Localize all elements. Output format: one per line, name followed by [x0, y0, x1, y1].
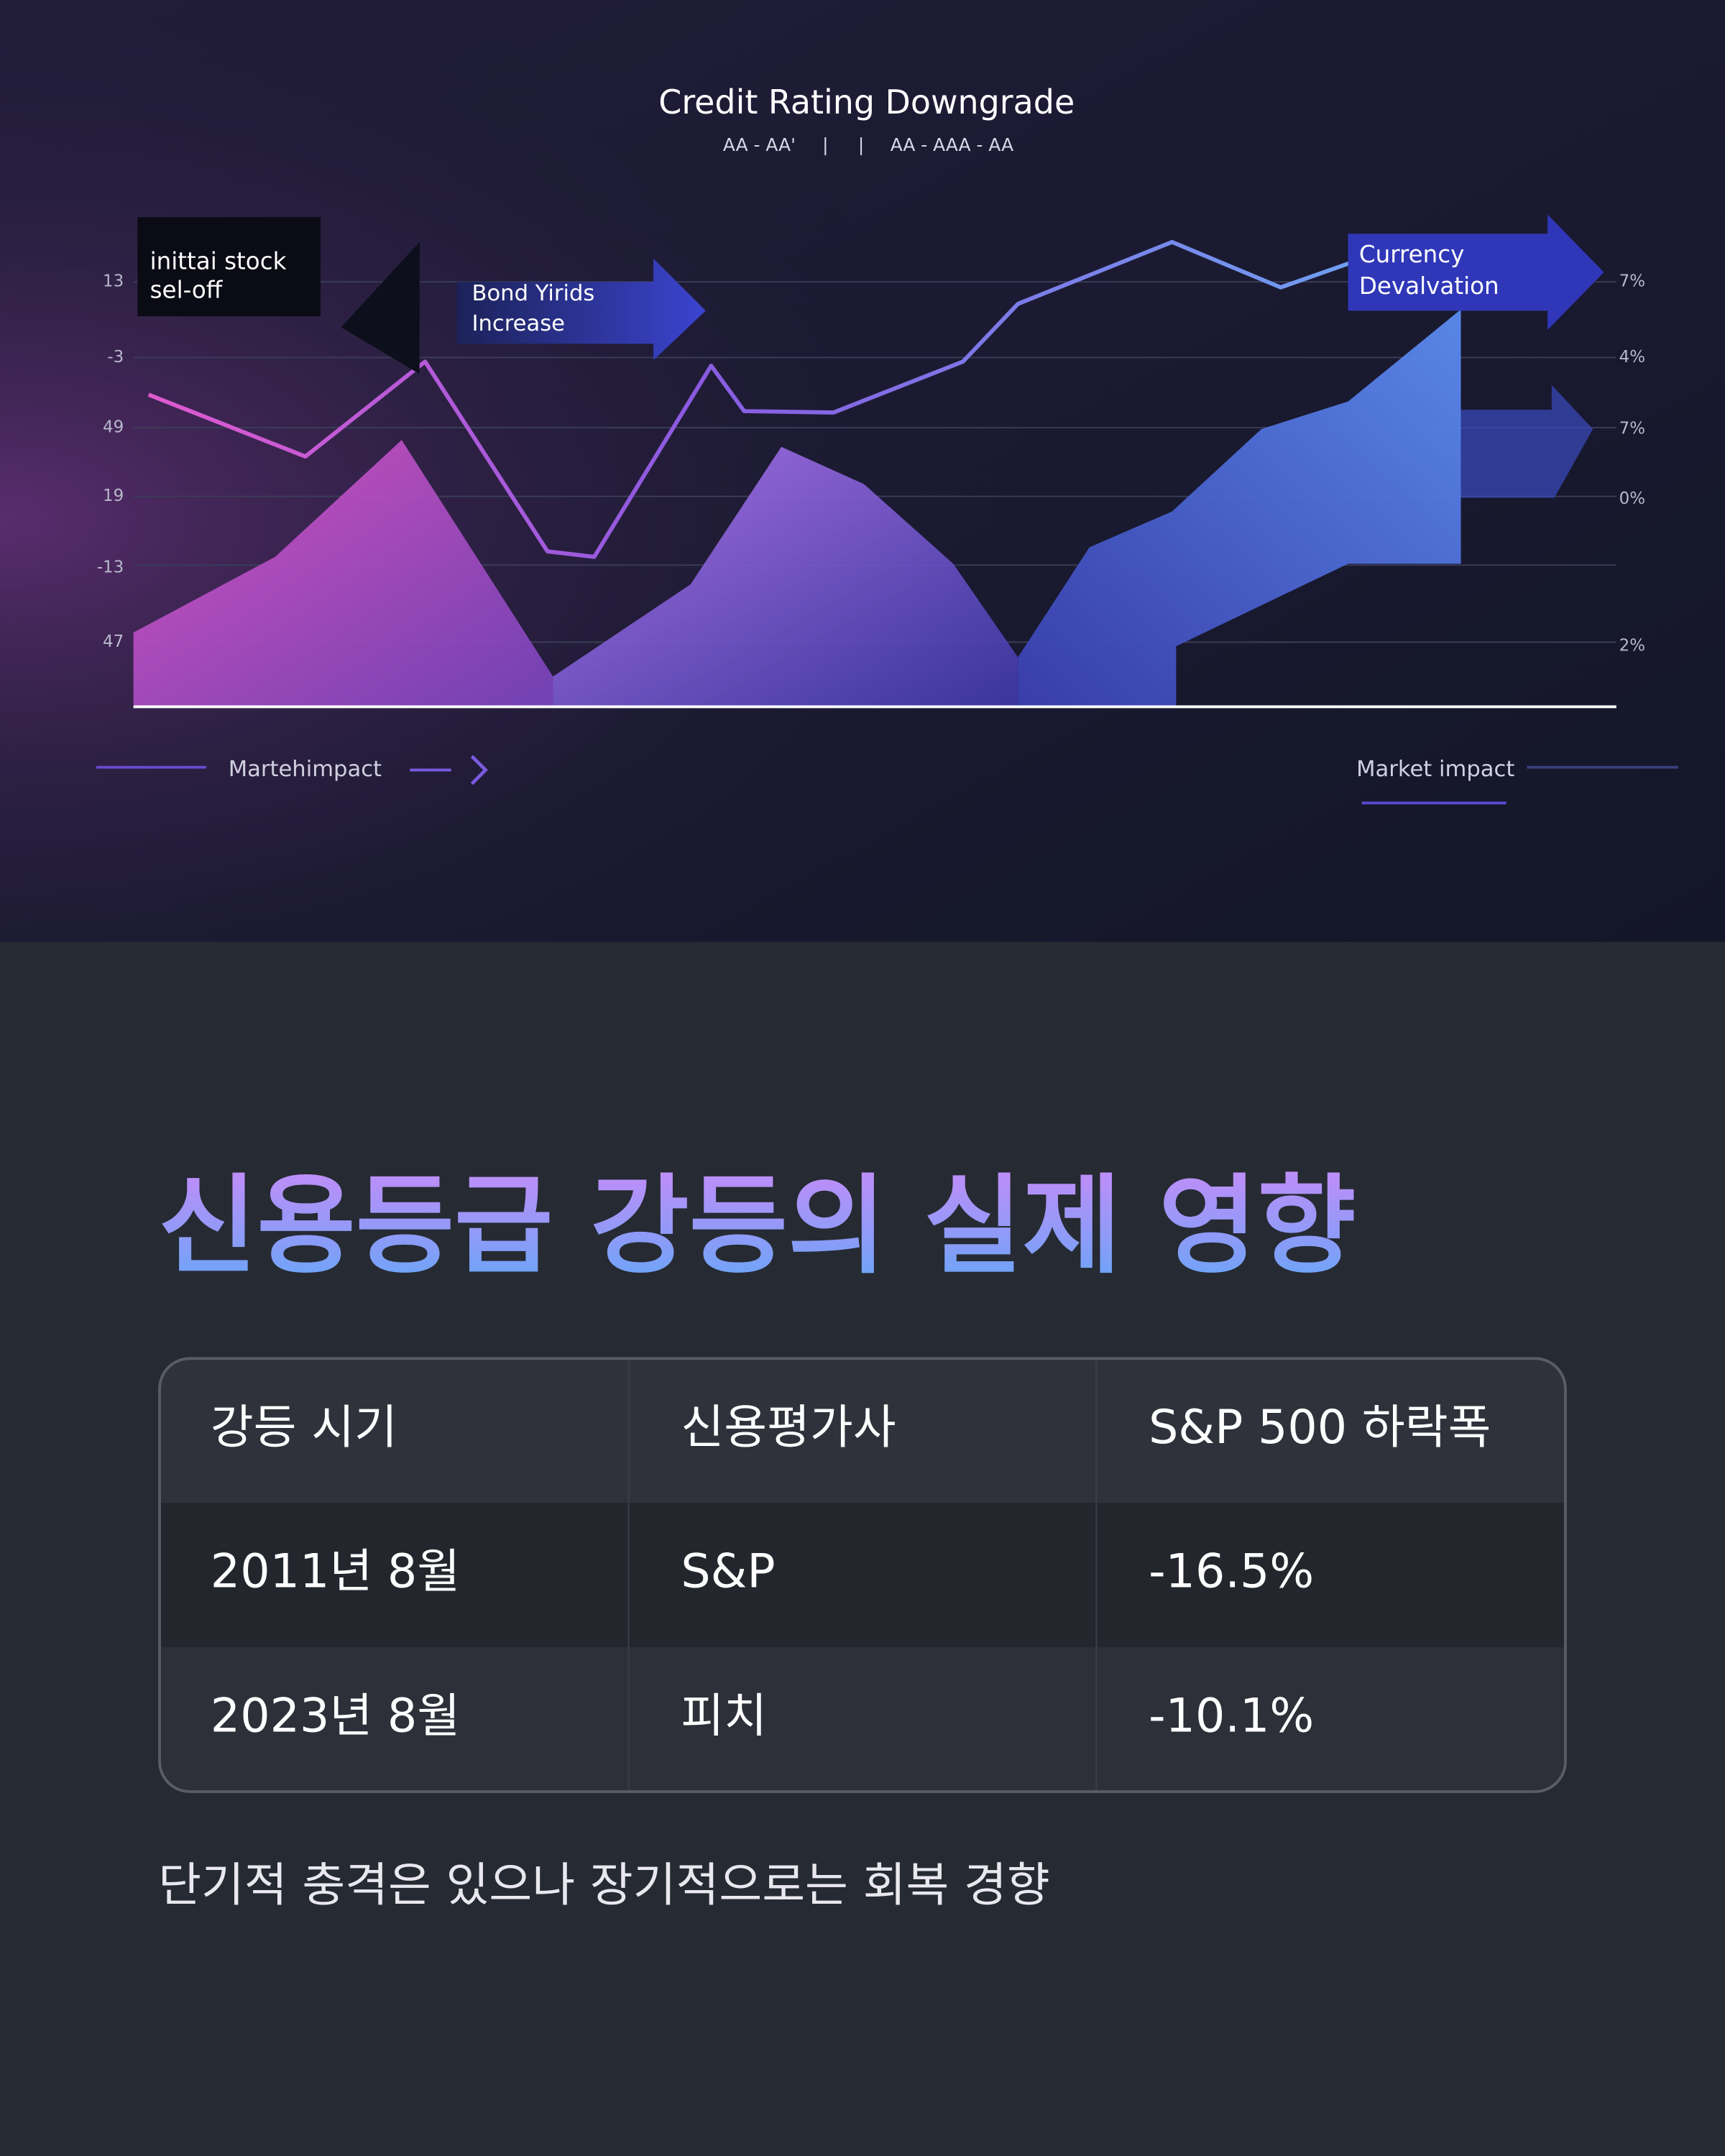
table-cell: -16.5% [1149, 1545, 1314, 1599]
area-shape [1018, 309, 1461, 707]
callout-text: sel-off [150, 277, 224, 304]
hero-illustration: Credit Rating Downgrade AA - AA' | | AA … [0, 0, 1725, 942]
table-cell: S&P [681, 1545, 775, 1599]
chevron [470, 755, 488, 786]
hero-subtitle: | [822, 134, 828, 155]
table-border [158, 1357, 1567, 1793]
arrow-shape [1348, 214, 1604, 331]
table-header-cell: 신용평가사 [681, 1401, 896, 1455]
hero-subtitle: AA - AA' [723, 134, 796, 155]
callout-text: Devalvation [1359, 272, 1499, 300]
table-cell: 피치 [681, 1690, 767, 1743]
trend-line [147, 239, 1356, 559]
callout-text: Bond Yirids [472, 281, 594, 306]
axis-label: 13 [103, 272, 124, 291]
table-header-cell: 강등 시기 [211, 1401, 397, 1455]
hero-subtitle: AA - AAA - AA [891, 134, 1013, 155]
footer-label: Market impact [1356, 757, 1514, 782]
axis-label: -13 [97, 558, 124, 577]
heading: 신용등급 강등의 실제 영향 [158, 1164, 1356, 1289]
hero-subtitle: | [858, 134, 864, 155]
axis-label: 7% [1619, 272, 1645, 291]
axis-label: 0% [1619, 489, 1645, 508]
table-row [160, 1503, 1565, 1648]
table-cell: -10.1% [1149, 1690, 1314, 1743]
axis-label: 4% [1619, 348, 1645, 367]
footnote: 단기적 충격은 있으나 장기적으로는 회복 경향 [158, 1858, 1050, 1912]
axis-label: 47 [103, 632, 124, 651]
table-row [160, 1647, 1565, 1792]
table-cell: 2011년 8월 [211, 1545, 460, 1599]
callout-text: Currency [1359, 241, 1465, 268]
table-header-cell: S&P 500 하락폭 [1149, 1401, 1491, 1455]
axis-label: 19 [103, 487, 124, 505]
callout-box [137, 217, 321, 317]
axis-label: -3 [107, 348, 124, 367]
area-shape [553, 446, 1018, 707]
area-shape [133, 440, 553, 707]
table-header-row [160, 1358, 1565, 1503]
axis-label: 49 [103, 418, 124, 437]
axis-label: 7% [1619, 419, 1645, 438]
arrow-shape [341, 241, 420, 374]
arrow-shape [456, 258, 706, 361]
footer-label: Martehimpact [229, 757, 382, 782]
table [160, 1358, 1565, 1792]
table-cell: 2023년 8월 [211, 1690, 460, 1743]
callout-text: inittai stock [150, 247, 287, 275]
axis-label: 2% [1619, 637, 1645, 655]
arrow-shape [1460, 384, 1593, 498]
hero-title: Credit Rating Downgrade [658, 83, 1075, 121]
callout-text: Increase [472, 311, 565, 336]
